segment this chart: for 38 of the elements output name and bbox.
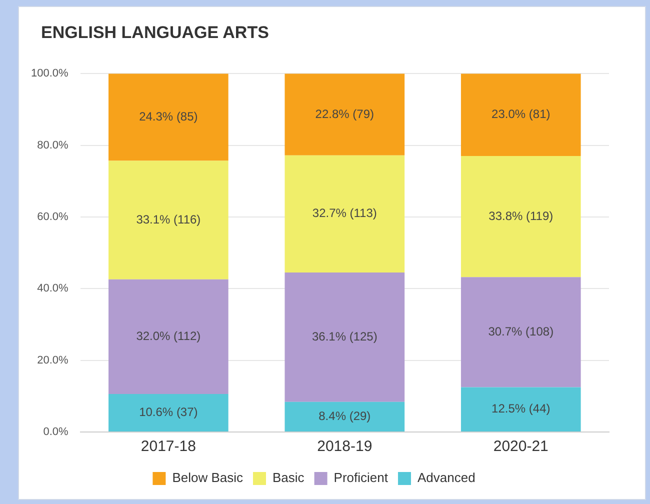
y-tick-label: 0.0% (43, 426, 69, 438)
x-tick-label: 2018-19 (317, 438, 372, 456)
data-label: 23.0% (81) (492, 107, 550, 122)
legend-label: Basic (272, 470, 305, 486)
data-label: 24.3% (85) (139, 109, 198, 124)
x-tick-label: 2017-18 (140, 438, 196, 456)
data-label: 30.7% (108) (488, 324, 554, 338)
data-label: 36.1% (125) (312, 330, 378, 344)
bar (284, 272, 405, 402)
y-tick-label: 40.0% (37, 282, 69, 295)
bar (108, 74, 228, 161)
data-label: 32.0% (112) (136, 328, 201, 343)
bar (108, 279, 228, 394)
bar (284, 402, 405, 432)
bar (460, 387, 581, 432)
bar (108, 160, 228, 280)
data-label: 8.4% (29) (318, 409, 371, 424)
legend-label: Advanced (417, 470, 476, 486)
data-label: 33.8% (119) (488, 208, 554, 223)
bar (284, 155, 405, 273)
x-tick-label: 2020-21 (493, 438, 548, 456)
data-label: 33.1% (116) (136, 212, 201, 226)
data-label: 12.5% (44) (492, 402, 550, 416)
data-label: 10.6% (37) (139, 405, 198, 420)
bar (108, 394, 228, 432)
chart-title: ENGLISH LANGUAGE ARTS (41, 23, 270, 43)
bar (284, 74, 405, 156)
bar (460, 156, 581, 278)
bar (460, 74, 581, 156)
bar (460, 277, 581, 388)
y-tick-label: 60.0% (37, 210, 69, 223)
legend-label: Below Basic (172, 470, 244, 486)
y-tick-label: 80.0% (37, 139, 69, 152)
data-label: 32.7% (113) (312, 206, 377, 220)
y-tick-label: 100.0% (30, 68, 69, 80)
data-label: 22.8% (79) (315, 106, 374, 121)
y-tick-label: 20.0% (37, 354, 69, 366)
legend-label: Proficient (334, 470, 388, 486)
